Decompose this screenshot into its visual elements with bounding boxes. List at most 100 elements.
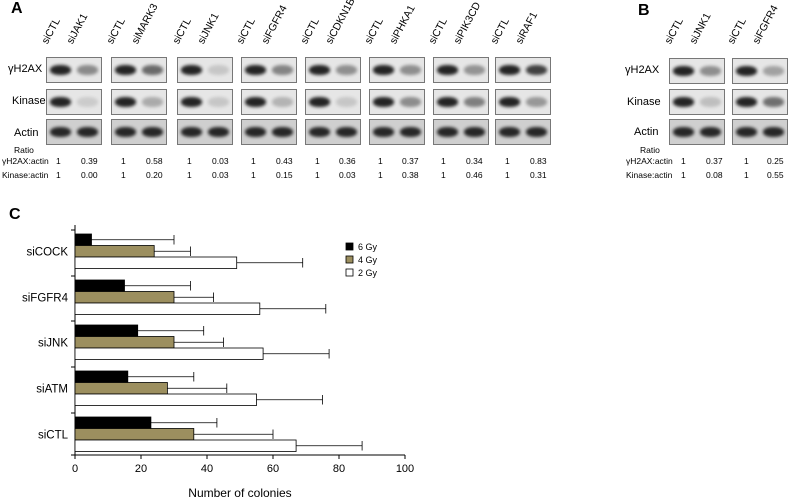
row-label-actin: Actin xyxy=(634,126,659,138)
blot-actin xyxy=(669,119,725,145)
ratio-value-kinase: 0.08 xyxy=(706,170,723,180)
legend-label: 2 Gy xyxy=(358,268,378,278)
blot-gamma-h2ax xyxy=(369,57,425,83)
ratio-value-gamma: 1 xyxy=(315,156,320,166)
band xyxy=(115,97,136,107)
blot-gamma-h2ax xyxy=(433,57,489,83)
ratio-value-kinase: 0.03 xyxy=(212,170,229,180)
band xyxy=(400,127,421,137)
band xyxy=(208,65,229,75)
band xyxy=(526,65,547,75)
blot-kinase xyxy=(369,89,425,115)
panel-b-letter: B xyxy=(638,2,650,19)
category-label: siCOCK xyxy=(26,246,68,258)
band xyxy=(181,65,202,75)
band xyxy=(499,65,520,75)
band xyxy=(736,66,757,76)
ratio-value-gamma: 1 xyxy=(744,156,749,166)
band xyxy=(181,127,202,137)
band xyxy=(400,65,421,75)
band xyxy=(208,97,229,107)
ratio-value-kinase: 0.46 xyxy=(466,170,483,180)
x-tick-label: 20 xyxy=(135,463,147,475)
bar xyxy=(74,347,264,360)
blot-kinase xyxy=(305,89,361,115)
band xyxy=(77,97,98,107)
ratio-value-kinase: 1 xyxy=(681,170,686,180)
ratio-value-kinase: 0.20 xyxy=(146,170,163,180)
ratio-value-kinase: 1 xyxy=(251,170,256,180)
ratio-value-gamma: 1 xyxy=(121,156,126,166)
bar xyxy=(74,428,195,441)
ratio-value-kinase: 1 xyxy=(315,170,320,180)
ratio-value-kinase: 1 xyxy=(505,170,510,180)
bar xyxy=(74,370,129,383)
row-label-gamma-h2ax: γH2AX xyxy=(8,63,43,75)
band xyxy=(373,65,394,75)
ratio-header: Ratio xyxy=(640,145,660,155)
blot-kinase xyxy=(177,89,233,115)
bar xyxy=(74,279,125,292)
band xyxy=(336,127,357,137)
band xyxy=(336,65,357,75)
x-tick-label: 40 xyxy=(201,463,213,475)
band xyxy=(115,127,136,137)
band xyxy=(736,97,757,107)
blot-kinase xyxy=(241,89,297,115)
blot-gamma-h2ax xyxy=(732,58,788,84)
band xyxy=(142,97,163,107)
bar xyxy=(74,324,139,337)
ratio-value-gamma: 0.25 xyxy=(767,156,784,166)
chart-legend: 6 Gy 4 Gy 2 Gy xyxy=(345,242,378,278)
band xyxy=(181,97,202,107)
band xyxy=(700,127,721,137)
band xyxy=(208,127,229,137)
ratio-value-kinase: 0.03 xyxy=(339,170,356,180)
band xyxy=(700,66,721,76)
ratio-value-gamma: 0.83 xyxy=(530,156,547,166)
ratio-value-gamma: 1 xyxy=(56,156,61,166)
blot-gamma-h2ax xyxy=(305,57,361,83)
blot-kinase xyxy=(111,89,167,115)
bar xyxy=(74,393,257,406)
ratio-value-gamma: 1 xyxy=(187,156,192,166)
ratio-value-gamma: 1 xyxy=(681,156,686,166)
band xyxy=(673,97,694,107)
ratio-value-kinase: 1 xyxy=(378,170,383,180)
bar xyxy=(74,439,297,452)
band xyxy=(142,65,163,75)
panel-c-letter: C xyxy=(9,206,21,223)
x-axis-label: Number of colonies xyxy=(188,486,291,500)
ratio-row-kinase: Kinase:actin xyxy=(626,170,673,180)
ratio-value-gamma: 0.58 xyxy=(146,156,163,166)
blot-gamma-h2ax xyxy=(177,57,233,83)
blot-gamma-h2ax xyxy=(46,57,102,83)
ratio-value-kinase: 1 xyxy=(744,170,749,180)
category-label: siJNK xyxy=(38,337,68,349)
blot-gamma-h2ax xyxy=(111,57,167,83)
band xyxy=(526,97,547,107)
ratio-value-gamma: 1 xyxy=(378,156,383,166)
bar xyxy=(74,233,92,246)
x-tick-label: 60 xyxy=(267,463,279,475)
ratio-value-gamma: 1 xyxy=(441,156,446,166)
ratio-row-kinase: Kinase:actin xyxy=(2,170,49,180)
band xyxy=(373,97,394,107)
blot-actin xyxy=(305,119,361,145)
band xyxy=(464,65,485,75)
category-label: siCTL xyxy=(38,429,69,441)
band xyxy=(437,97,458,107)
band xyxy=(437,65,458,75)
bar xyxy=(74,302,261,315)
bar xyxy=(74,382,168,395)
band xyxy=(272,127,293,137)
band xyxy=(373,127,394,137)
legend-swatch xyxy=(345,242,354,251)
band xyxy=(673,127,694,137)
legend-swatch xyxy=(345,268,354,277)
ratio-value-gamma: 0.43 xyxy=(276,156,293,166)
ratio-row-gamma: γH2AX:actin xyxy=(2,156,49,166)
blot-kinase xyxy=(669,89,725,115)
ratio-header: Ratio xyxy=(14,145,34,155)
